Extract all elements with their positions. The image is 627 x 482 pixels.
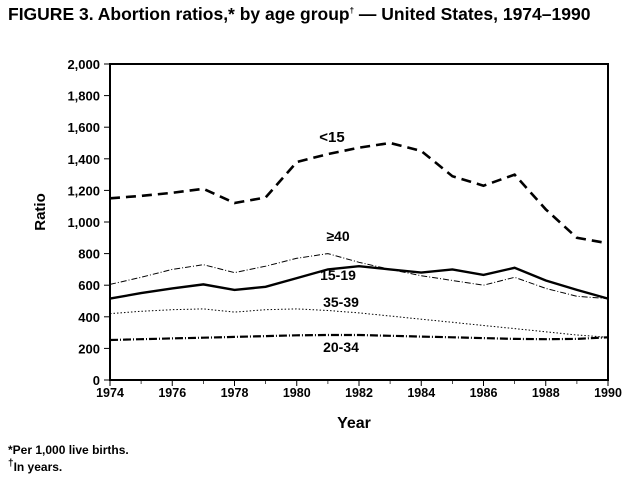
svg-text:1,400: 1,400 [67, 152, 100, 167]
svg-text:1990: 1990 [594, 386, 622, 400]
svg-text:35-39: 35-39 [323, 294, 359, 310]
svg-text:20-34: 20-34 [323, 339, 359, 355]
svg-text:Year: Year [337, 415, 371, 432]
svg-text:600: 600 [78, 278, 100, 293]
svg-text:1,600: 1,600 [67, 120, 100, 135]
svg-text:Ratio: Ratio [32, 193, 49, 231]
svg-text:1980: 1980 [283, 386, 311, 400]
svg-text:1982: 1982 [345, 386, 373, 400]
svg-text:800: 800 [78, 247, 100, 262]
svg-text:1974: 1974 [96, 386, 124, 400]
svg-text:1988: 1988 [532, 386, 560, 400]
svg-text:1,000: 1,000 [67, 215, 100, 230]
svg-text:400: 400 [78, 310, 100, 325]
svg-text:≥40: ≥40 [326, 228, 349, 244]
svg-text:1984: 1984 [407, 386, 435, 400]
svg-text:2,000: 2,000 [67, 57, 100, 72]
svg-text:<15: <15 [319, 129, 344, 146]
svg-text:200: 200 [78, 341, 100, 356]
svg-text:1976: 1976 [158, 386, 186, 400]
svg-text:1,200: 1,200 [67, 183, 100, 198]
svg-text:1986: 1986 [470, 386, 498, 400]
svg-text:15-19: 15-19 [320, 267, 356, 283]
svg-text:1978: 1978 [221, 386, 249, 400]
svg-text:1,800: 1,800 [67, 89, 100, 104]
